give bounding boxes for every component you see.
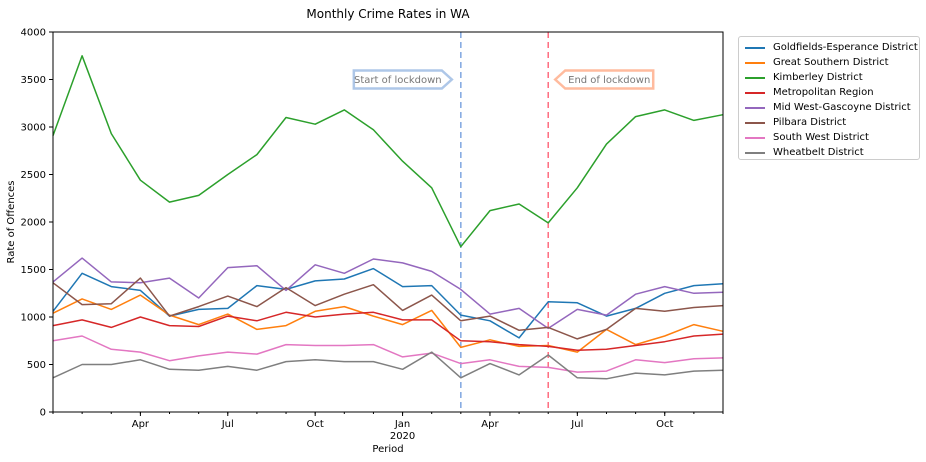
legend-swatch bbox=[745, 121, 765, 124]
series-line bbox=[52, 335, 724, 373]
legend-item: Mid West-Gascoyne District bbox=[745, 100, 919, 115]
series-line bbox=[52, 294, 724, 353]
series-line bbox=[52, 55, 724, 248]
y-axis-label: Rate of Offences bbox=[6, 180, 17, 263]
y-tick-label: 2000 bbox=[21, 218, 46, 229]
legend-item: Wheatbelt District bbox=[745, 145, 919, 160]
legend-label: Kimberley District bbox=[773, 72, 863, 83]
x-axis-label: Period bbox=[372, 444, 403, 455]
lockdown-annotation-text: End of lockdown bbox=[568, 75, 650, 86]
legend-label: Wheatbelt District bbox=[773, 147, 864, 158]
x-tick-label: Jul bbox=[570, 419, 583, 430]
legend-label: Mid West-Gascoyne District bbox=[773, 102, 911, 113]
y-tick-label: 3500 bbox=[21, 75, 46, 86]
series-line bbox=[52, 351, 724, 380]
legend-swatch bbox=[745, 106, 765, 109]
chart-title: Monthly Crime Rates in WA bbox=[306, 7, 470, 21]
x-tick-label: Oct bbox=[307, 419, 324, 430]
legend-label: Pilbara District bbox=[773, 117, 847, 128]
series-line bbox=[52, 277, 724, 340]
legend-item: Pilbara District bbox=[745, 115, 919, 130]
legend-item: Great Southern District bbox=[745, 55, 919, 70]
lockdown-annotation-box bbox=[553, 69, 655, 90]
chart-legend: Goldfields-Esperance District Great South… bbox=[738, 36, 920, 160]
legend-swatch bbox=[745, 151, 765, 154]
x-tick-label: Apr bbox=[481, 419, 499, 430]
x-tick-label: Apr bbox=[132, 419, 150, 430]
lockdown-annotation-box bbox=[352, 69, 454, 90]
y-tick-label: 3000 bbox=[21, 123, 46, 134]
series-line bbox=[52, 311, 724, 352]
legend-swatch bbox=[745, 46, 765, 49]
legend-swatch bbox=[745, 136, 765, 139]
legend-item: South West District bbox=[745, 130, 919, 145]
legend-item: Metropolitan Region bbox=[745, 85, 919, 100]
y-tick-label: 0 bbox=[40, 408, 46, 419]
series-line bbox=[52, 257, 724, 330]
legend-label: Great Southern District bbox=[773, 57, 889, 68]
legend-item: Goldfields-Esperance District bbox=[745, 40, 919, 55]
legend-item: Kimberley District bbox=[745, 70, 919, 85]
x-tick-sublabel: 2020 bbox=[390, 431, 415, 442]
x-tick-label: Jan bbox=[394, 419, 410, 430]
legend-label: South West District bbox=[773, 132, 869, 143]
legend-swatch bbox=[745, 91, 765, 94]
lockdown-annotation-text: Start of lockdown bbox=[354, 75, 442, 86]
legend-label: Goldfields-Esperance District bbox=[773, 42, 918, 53]
legend-label: Metropolitan Region bbox=[773, 87, 874, 98]
x-tick-label: Jul bbox=[221, 419, 234, 430]
x-tick-label: Oct bbox=[656, 419, 673, 430]
legend-swatch bbox=[745, 61, 765, 64]
y-tick-label: 1500 bbox=[21, 265, 46, 276]
y-tick-label: 4000 bbox=[21, 28, 46, 39]
y-tick-label: 1000 bbox=[21, 313, 46, 324]
legend-swatch bbox=[745, 76, 765, 79]
y-tick-label: 500 bbox=[27, 360, 46, 371]
y-tick-label: 2500 bbox=[21, 170, 46, 181]
